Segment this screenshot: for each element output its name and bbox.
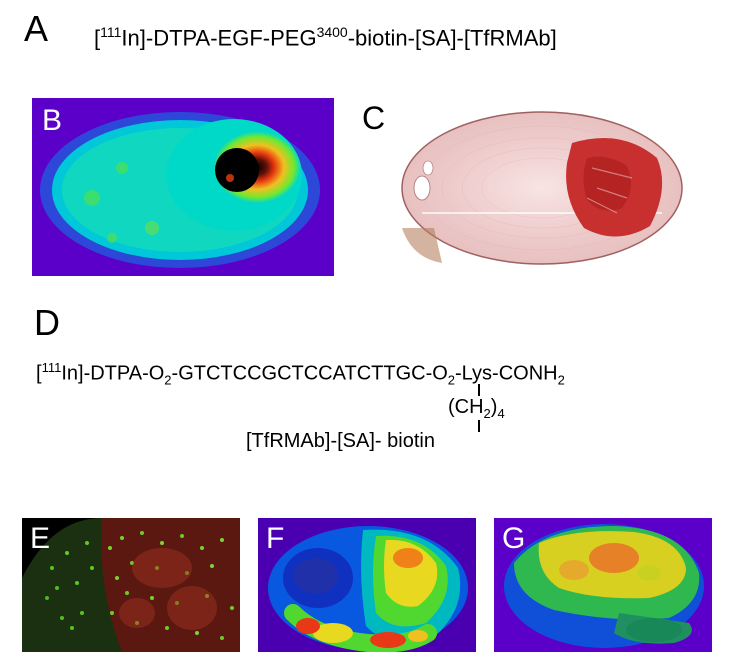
- panel-label-g: G: [502, 522, 525, 556]
- panel-label-d: D: [34, 302, 60, 344]
- fd1-seq: -GTCTCCGCTCCATCTTGC-O: [172, 363, 448, 385]
- panel-c-image: [392, 98, 694, 276]
- fd1-sub3: 2: [558, 373, 565, 388]
- formula-a-suffix: -biotin-[SA]-[TfRMAb]: [348, 25, 557, 50]
- panel-c-svg: [392, 98, 694, 276]
- formula-d-line3: [TfRMAb]-[SA]- biotin: [246, 430, 435, 453]
- panel-label-c: C: [362, 100, 385, 137]
- panel-e-image: [22, 518, 240, 652]
- panel-label-e: E: [30, 522, 50, 556]
- formula-d-line1: [111In]-DTPA-O2-GTCTCCGCTCCATCTTGC-O2-Ly…: [36, 360, 565, 388]
- panel-b-svg: [32, 98, 334, 276]
- panel-f-svg: [258, 518, 476, 652]
- fd2-ch: (CH: [448, 396, 484, 418]
- connector-line-2: [478, 420, 480, 432]
- fd1-sub1: 2: [164, 373, 171, 388]
- panel-g-svg: [494, 518, 712, 652]
- formula-a: [111In]-DTPA-EGF-PEG3400-biotin-[SA]-[Tf…: [94, 24, 557, 51]
- fd1-sub2: 2: [448, 373, 455, 388]
- panel-label-b: B: [42, 104, 62, 138]
- fd2-sub: 2: [484, 406, 491, 421]
- formula-a-mid: In]-DTPA-EGF-PEG: [121, 25, 316, 50]
- panel-f-image: [258, 518, 476, 652]
- fd1-end: -Lys-CONH: [455, 363, 558, 385]
- connector-line-1: [478, 384, 480, 396]
- formula-a-sup2: 3400: [317, 24, 348, 40]
- panel-b-image: [32, 98, 334, 276]
- formula-d-line2: (CH2)4: [448, 396, 505, 421]
- fd1-sup: 111: [42, 360, 62, 375]
- fd2-sub4: 4: [497, 406, 504, 421]
- panel-g-image: [494, 518, 712, 652]
- formula-a-sup1: 111: [100, 24, 121, 40]
- fd1-mid: In]-DTPA-O: [61, 363, 164, 385]
- panel-label-a: A: [24, 8, 48, 50]
- panel-label-f: F: [266, 522, 284, 556]
- panel-e-svg: [22, 518, 240, 652]
